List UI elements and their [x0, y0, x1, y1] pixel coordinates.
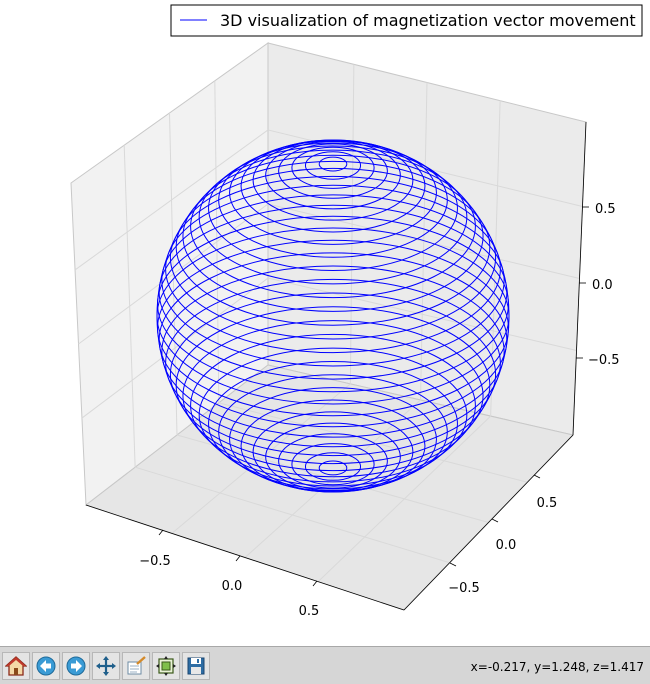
sphere-ring — [278, 143, 388, 199]
sphere-ring — [161, 194, 505, 367]
pan-button[interactable] — [92, 652, 120, 680]
back-button[interactable] — [32, 652, 60, 680]
sphere-ring — [198, 149, 468, 285]
configure-subplots-button[interactable] — [152, 652, 180, 680]
sphere-ring — [318, 460, 348, 476]
sphere-ring — [165, 278, 501, 448]
axis-tick — [235, 555, 241, 562]
zoom-button[interactable] — [122, 652, 150, 680]
y-tick-label: −0.5 — [448, 581, 480, 596]
configure-subplots-icon — [156, 656, 176, 676]
axis-ticks — [158, 206, 589, 587]
legend: 3D visualization of magnetization vector… — [170, 4, 643, 37]
sphere-wireframe — [156, 139, 510, 493]
toolbar-buttons — [2, 652, 212, 680]
zoom-icon — [127, 656, 146, 675]
cursor-coordinates-readout: x=-0.217, y=1.248, z=1.417 — [470, 660, 644, 674]
sphere-ring — [161, 265, 505, 438]
sphere-ring — [318, 156, 348, 172]
sphere-ring — [278, 433, 388, 489]
sphere-ring — [265, 422, 401, 492]
y-tick-label: 0.5 — [537, 496, 558, 511]
grid-line — [317, 415, 491, 583]
sphere-ring — [208, 145, 458, 271]
sphere-ring — [182, 160, 484, 312]
sphere-ring — [304, 151, 362, 180]
y-axis-line — [403, 434, 574, 611]
axis-tick — [533, 474, 541, 479]
x-tick-label: −0.5 — [139, 554, 171, 569]
sphere-ring — [208, 361, 458, 487]
z-axis-line — [572, 121, 587, 436]
forward-arrow-icon — [66, 656, 86, 676]
sphere-ring — [229, 140, 437, 245]
grid-line — [214, 80, 220, 403]
3d-plot[interactable]: −0.5 0.0 0.5 0.5 0.0 −0.5 0.5 0.0 −0.5 3… — [0, 0, 650, 646]
pan-icon — [96, 656, 116, 676]
sphere-ring — [304, 452, 362, 481]
axis-tick — [449, 562, 457, 567]
grid-line — [267, 277, 577, 351]
sphere-ring — [169, 175, 497, 340]
z-tick-label: 0.0 — [592, 278, 613, 293]
navigation-toolbar: x=-0.217, y=1.248, z=1.417 — [0, 646, 650, 684]
sphere-ring — [182, 320, 484, 472]
sphere-ring — [190, 154, 476, 299]
sphere-ring — [198, 347, 468, 483]
x-tick-label: 0.5 — [299, 604, 320, 619]
sphere-ring — [175, 306, 491, 465]
home-icon — [5, 656, 27, 676]
sphere-ring — [158, 252, 508, 428]
sphere-ring — [291, 443, 375, 486]
z-tick-label: −0.5 — [588, 353, 620, 368]
forward-button[interactable] — [62, 652, 90, 680]
axis-tick — [491, 518, 499, 523]
sphere-outline — [156, 139, 510, 493]
z-tick-label: 0.5 — [595, 202, 616, 217]
save-icon — [187, 657, 205, 675]
sphere-ring — [229, 387, 437, 492]
sphere-ring — [169, 292, 497, 457]
save-button[interactable] — [182, 652, 210, 680]
x-axis-line — [85, 504, 405, 611]
legend-label: 3D visualization of magnetization vector… — [220, 11, 636, 30]
axis-tick — [312, 580, 318, 587]
sphere-ring — [265, 141, 401, 210]
sphere-ring — [218, 374, 448, 490]
sphere-ring — [291, 146, 375, 189]
legend-box — [170, 4, 643, 37]
y-tick-label: 0.0 — [496, 538, 517, 553]
grid-line — [81, 277, 269, 419]
back-arrow-icon — [36, 656, 56, 676]
sphere-ring — [190, 333, 476, 478]
axis-tick — [158, 529, 164, 536]
home-button[interactable] — [2, 652, 30, 680]
x-tick-label: 0.0 — [222, 579, 243, 594]
figure-canvas[interactable]: −0.5 0.0 0.5 0.5 0.0 −0.5 0.5 0.0 −0.5 3… — [0, 0, 650, 646]
